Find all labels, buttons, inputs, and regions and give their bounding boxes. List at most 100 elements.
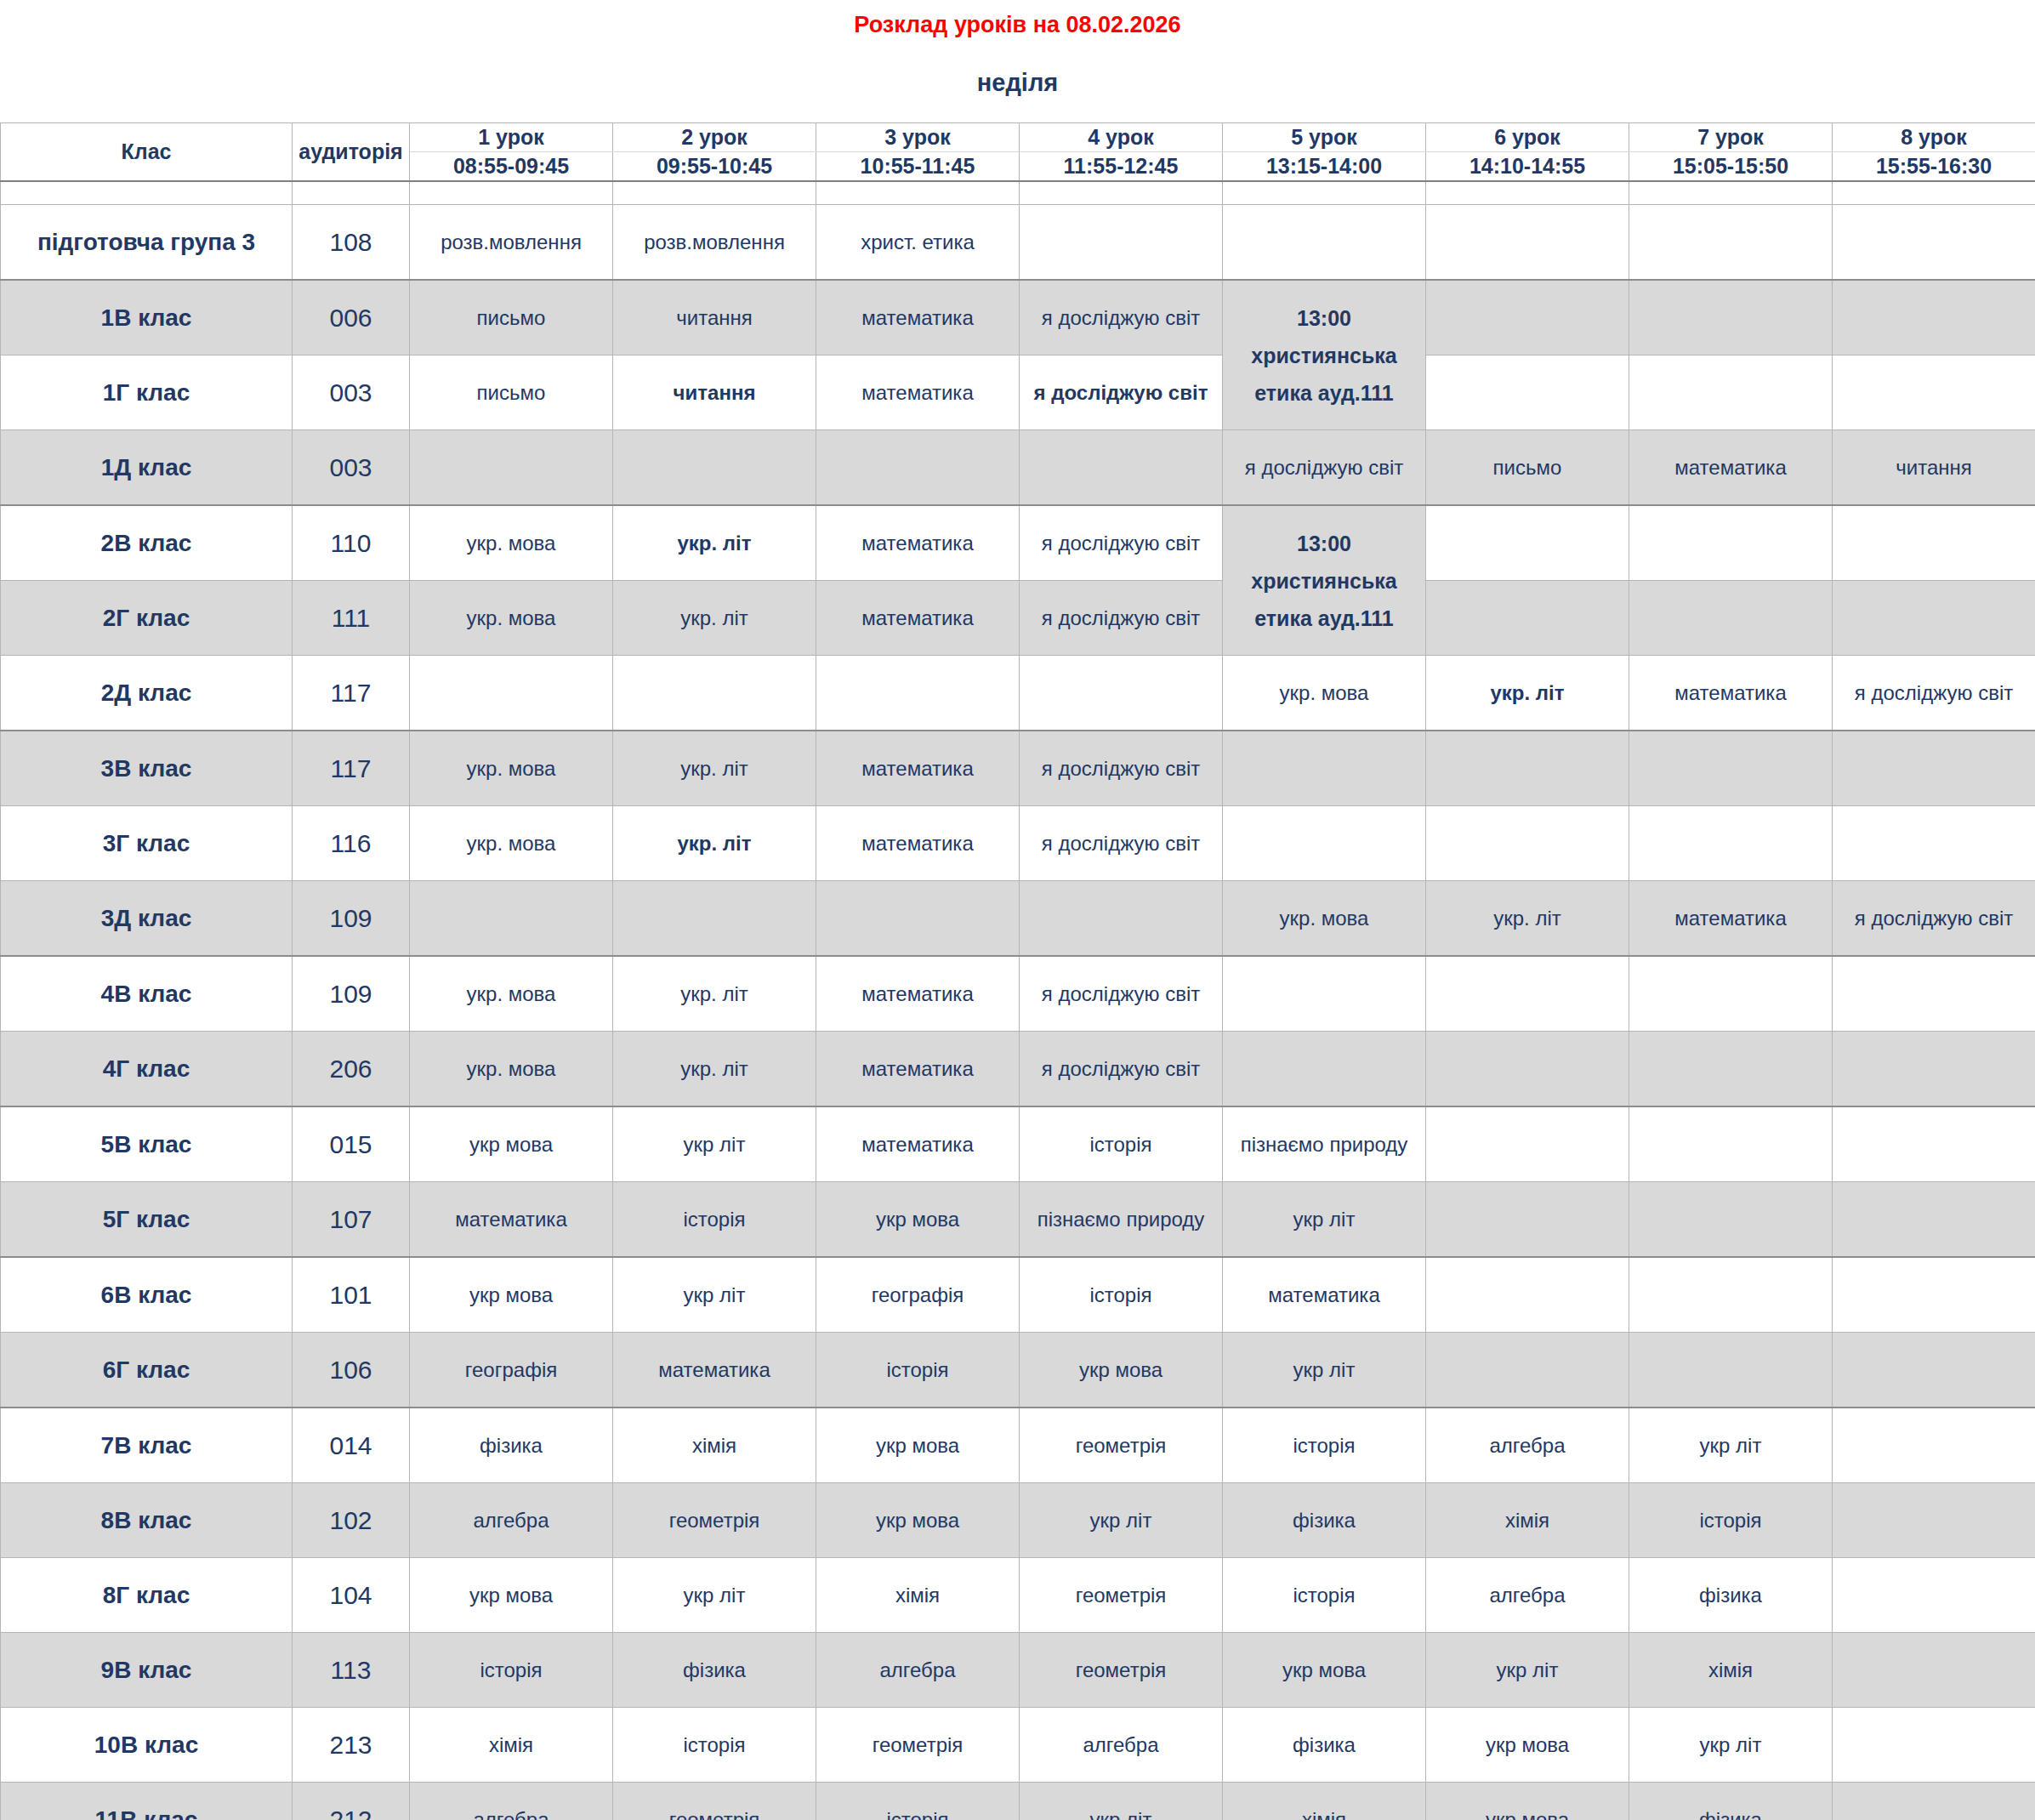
lesson-cell: історія [1020, 1106, 1223, 1182]
header-room-label: аудиторія [293, 123, 410, 182]
lesson-cell: я досліджую світ [1020, 355, 1223, 430]
class-name-cell: 1Д клас [1, 430, 293, 506]
room-cell: 213 [293, 1708, 410, 1783]
lesson-cell: розв.мовлення [410, 205, 613, 281]
lesson-cell: христ. етика [816, 205, 1020, 281]
table-row: 4В клас109укр. моваукр. літматематикая д… [1, 956, 2035, 1032]
lesson-cell [410, 881, 613, 957]
lesson-cell: укр мова [816, 1408, 1020, 1483]
class-name-cell: підготовча група 3 [1, 205, 293, 281]
class-name-cell: 6В клас [1, 1257, 293, 1333]
header-row-names: Класаудиторія1 урок2 урок3 урок4 урок5 у… [1, 123, 2035, 152]
lesson-cell [1833, 1633, 2035, 1708]
lesson-cell [1426, 205, 1629, 281]
table-row: 4Г клас206укр. моваукр. літматематикая д… [1, 1032, 2035, 1107]
class-name-cell: 7В клас [1, 1408, 293, 1483]
lesson-cell: укр. мова [1223, 881, 1426, 957]
class-name-cell: 8Г клас [1, 1558, 293, 1633]
class-name-cell: 3В клас [1, 731, 293, 806]
lesson-cell [1629, 1106, 1833, 1182]
lesson-cell: історія [1629, 1483, 1833, 1558]
lesson-cell: письмо [1426, 430, 1629, 506]
lesson-cell: укр літ [613, 1257, 816, 1333]
lesson-cell: геометрія [613, 1483, 816, 1558]
lesson-cell: укр літ [613, 1106, 816, 1182]
lesson-cell [1629, 731, 1833, 806]
class-name-cell: 2В клас [1, 505, 293, 581]
lesson-cell [1426, 956, 1629, 1032]
lesson-cell [1223, 1032, 1426, 1107]
lesson-cell [1426, 581, 1629, 656]
lesson-cell: історія [410, 1633, 613, 1708]
lesson-cell [1629, 581, 1833, 656]
header-lesson-2-name: 2 урок [613, 123, 816, 152]
table-header: Класаудиторія1 урок2 урок3 урок4 урок5 у… [1, 123, 2035, 182]
lesson-cell [410, 656, 613, 731]
header-lesson-1-name: 1 урок [410, 123, 613, 152]
lesson-cell [1833, 355, 2035, 430]
lesson-cell: укр. мова [1223, 656, 1426, 731]
room-cell: 117 [293, 731, 410, 806]
class-name-cell: 4Г клас [1, 1032, 293, 1107]
table-row: 2В клас110укр. моваукр. літматематикая д… [1, 505, 2035, 581]
lesson-cell [1833, 731, 2035, 806]
lesson-cell: фізика [1223, 1483, 1426, 1558]
lesson-cell: укр мова [410, 1106, 613, 1182]
lesson-cell [1833, 956, 2035, 1032]
class-name-cell: 8В клас [1, 1483, 293, 1558]
room-cell: 015 [293, 1106, 410, 1182]
table-row: 9В клас113історіяфізикаалгебрагеометріяу… [1, 1633, 2035, 1708]
day-subtitle: неділя [0, 69, 2035, 97]
spacer-cell [1223, 181, 1426, 205]
class-name-cell: 2Д клас [1, 656, 293, 731]
lesson-cell: математика [816, 1106, 1020, 1182]
header-lesson-6-name: 6 урок [1426, 123, 1629, 152]
header-class-label: Клас [1, 123, 293, 182]
table-row: 7В клас014фізикахіміяукр мовагеометріяіс… [1, 1408, 2035, 1483]
table-row: 3В клас117укр. моваукр. літматематикая д… [1, 731, 2035, 806]
lesson-cell [1629, 1182, 1833, 1258]
room-cell: 003 [293, 355, 410, 430]
lesson-cell: я досліджую світ [1020, 505, 1223, 581]
lesson-cell: укр. літ [613, 505, 816, 581]
merged-note-line: 13:00 [1226, 525, 1422, 562]
room-cell: 102 [293, 1483, 410, 1558]
lesson-cell: я досліджую світ [1020, 731, 1223, 806]
lesson-cell [1833, 1708, 2035, 1783]
table-row: 6В клас101укр моваукр літгеографіяісторі… [1, 1257, 2035, 1333]
lesson-cell: укр літ [1223, 1182, 1426, 1258]
lesson-cell [613, 430, 816, 506]
lesson-cell: фізика [410, 1408, 613, 1483]
lesson-cell [1426, 1032, 1629, 1107]
lesson-cell: математика [1629, 656, 1833, 731]
room-cell: 108 [293, 205, 410, 281]
lesson-cell: укр. літ [613, 1032, 816, 1107]
lesson-cell: укр. мова [410, 806, 613, 881]
lesson-cell: письмо [410, 355, 613, 430]
lesson-cell: письмо [410, 280, 613, 355]
class-name-cell: 3Г клас [1, 806, 293, 881]
spacer-cell [1426, 181, 1629, 205]
lesson-cell: укр мова [1426, 1708, 1629, 1783]
lesson-cell [1833, 1182, 2035, 1258]
lesson-cell: геометрія [613, 1783, 816, 1820]
lesson-cell [1833, 1257, 2035, 1333]
lesson-cell: алгебра [410, 1783, 613, 1820]
room-cell: 101 [293, 1257, 410, 1333]
lesson-cell: укр мова [816, 1483, 1020, 1558]
lesson-cell: алгебра [1020, 1708, 1223, 1783]
lesson-cell: математика [1223, 1257, 1426, 1333]
lesson-cell: укр. літ [613, 581, 816, 656]
lesson-cell: хімія [1629, 1633, 1833, 1708]
lesson-cell: історія [1223, 1408, 1426, 1483]
lesson-cell: я досліджую світ [1223, 430, 1426, 506]
lesson-cell: пізнаємо природу [1020, 1182, 1223, 1258]
table-row: 11В клас212алгебрагеометріяісторіяукр лі… [1, 1783, 2035, 1820]
lesson-cell [1223, 731, 1426, 806]
lesson-cell: укр мова [1020, 1333, 1223, 1408]
merged-note-line: етика ауд.111 [1226, 374, 1422, 412]
class-name-cell: 4В клас [1, 956, 293, 1032]
lesson-cell: укр мова [410, 1257, 613, 1333]
lesson-cell [1833, 1483, 2035, 1558]
lesson-cell [1020, 881, 1223, 957]
